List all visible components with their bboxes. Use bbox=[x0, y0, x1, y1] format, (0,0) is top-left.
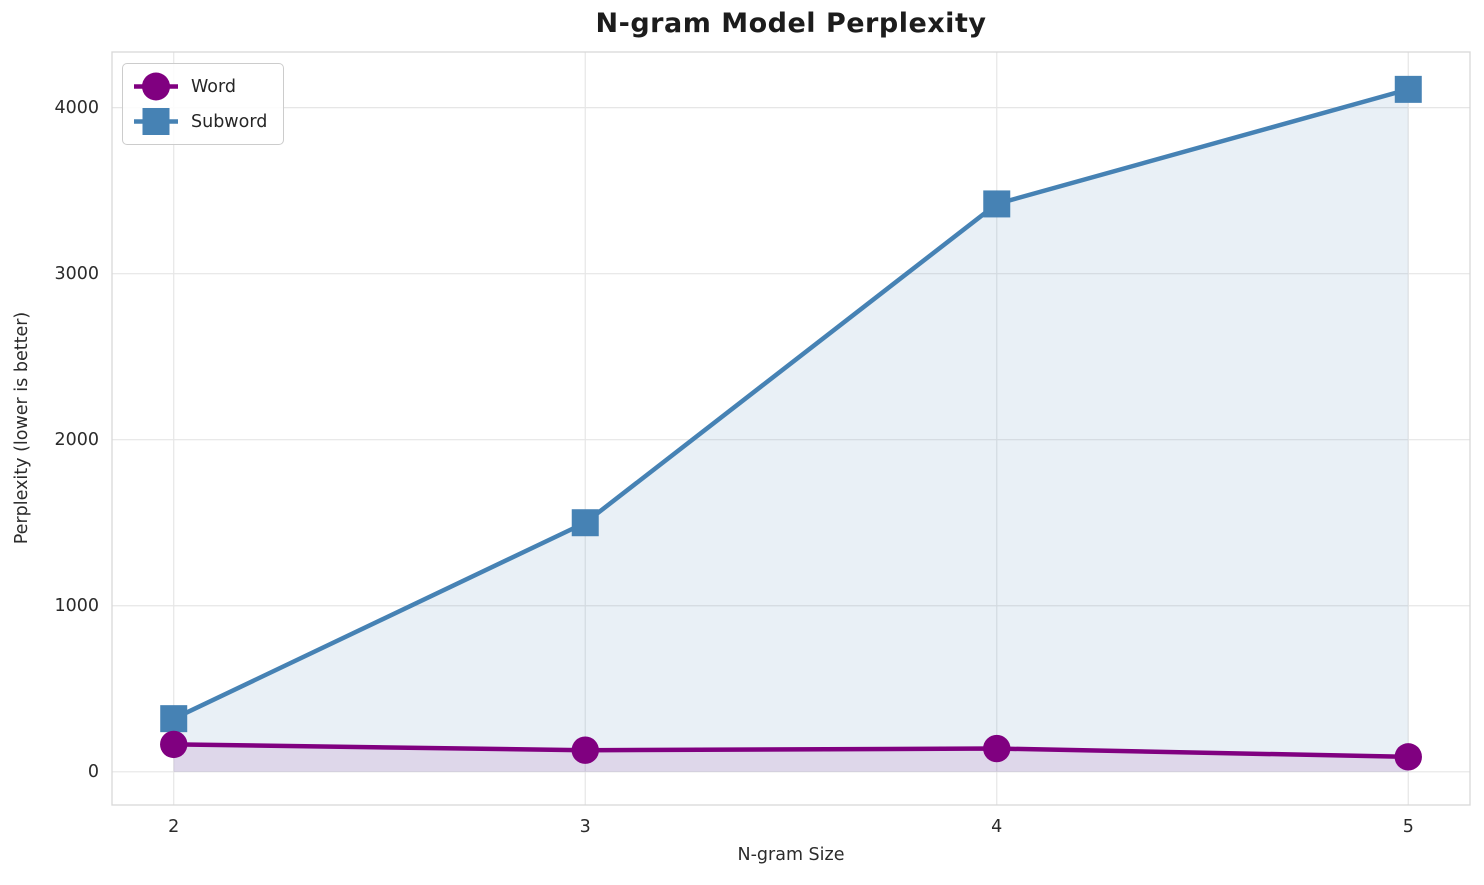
subword-area-fill bbox=[173, 89, 1409, 772]
subword-marker bbox=[160, 705, 188, 733]
subword-marker bbox=[983, 190, 1011, 218]
plot-border bbox=[111, 51, 1471, 806]
word-marker bbox=[571, 736, 599, 764]
subword-series-marker-icon bbox=[134, 108, 178, 135]
legend: Word Subword bbox=[122, 63, 285, 145]
x-tick-label: 5 bbox=[1402, 817, 1414, 837]
y-tick-label: 2000 bbox=[54, 429, 99, 450]
word-line bbox=[171, 742, 1411, 760]
word-marker bbox=[160, 730, 188, 759]
y-tick-label: 3000 bbox=[54, 263, 99, 284]
subword-line bbox=[171, 87, 1411, 721]
legend-item-word: Word bbox=[133, 71, 267, 102]
word-marker bbox=[1394, 743, 1422, 771]
x-axis-label: N-gram Size bbox=[737, 845, 845, 865]
subword-marker bbox=[571, 509, 599, 537]
subword-marker bbox=[1394, 75, 1422, 103]
word-marker bbox=[983, 734, 1011, 763]
y-tick-label: 1000 bbox=[54, 595, 99, 616]
word-series-marker-icon bbox=[134, 72, 178, 101]
legend-label-subword: Subword bbox=[191, 111, 268, 132]
y-tick-label: 0 bbox=[87, 761, 99, 782]
legend-label-word: Word bbox=[191, 76, 236, 97]
y-tick-label: 4000 bbox=[54, 97, 99, 118]
x-tick-label: 3 bbox=[579, 817, 591, 837]
legend-item-subword: Subword bbox=[133, 106, 267, 137]
chart-title: N-gram Model Perplexity bbox=[595, 8, 987, 39]
x-tick-label: 2 bbox=[168, 817, 180, 837]
x-tick-label: 4 bbox=[991, 817, 1003, 837]
